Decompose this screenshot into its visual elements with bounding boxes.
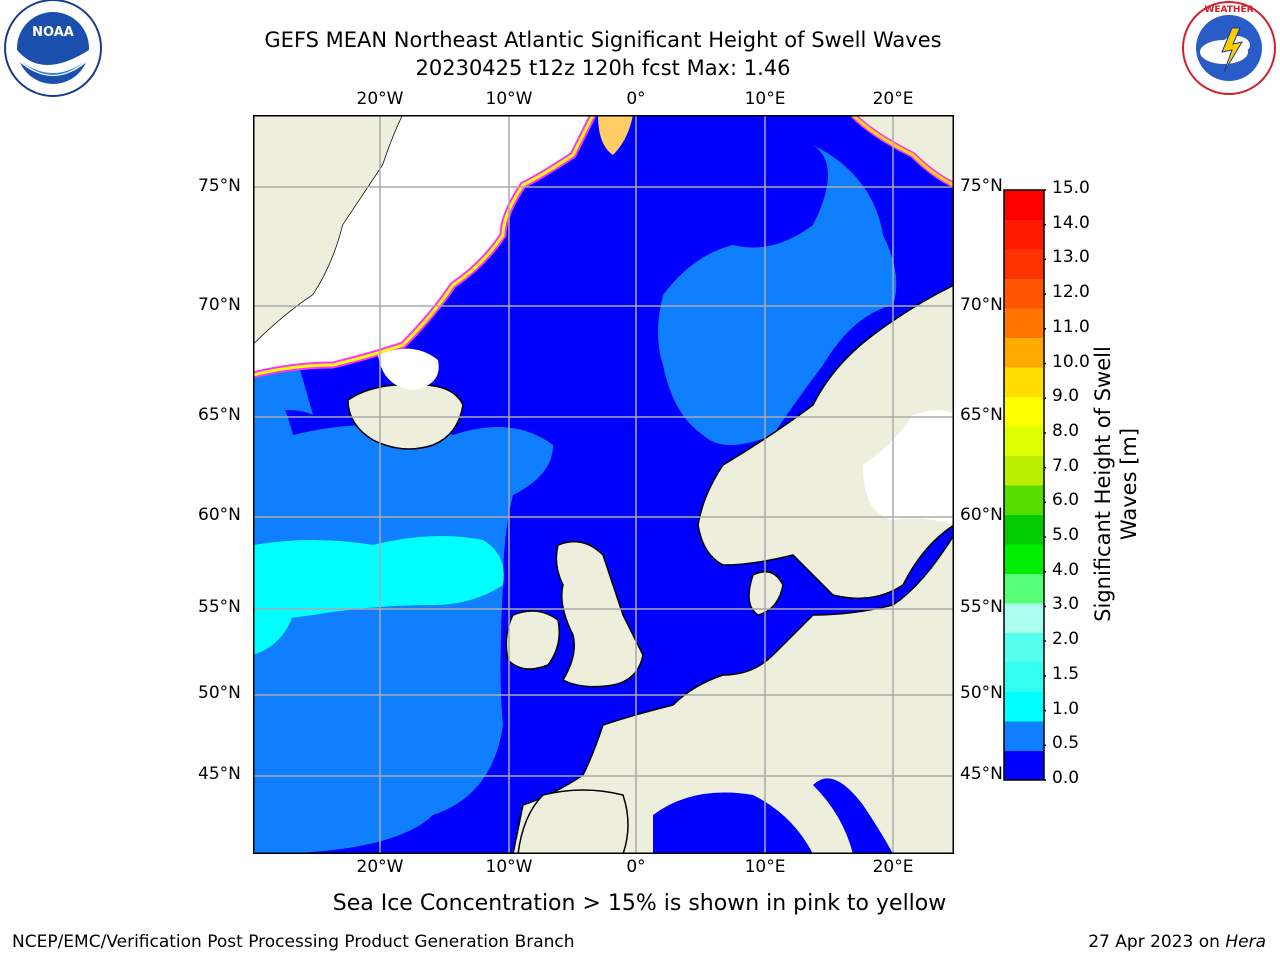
footer-host: Hera [1225,932,1266,952]
lat-label-left-50n: 50°N [198,683,241,703]
lon-label-top-10w: 10°W [485,89,533,109]
colorbar-segment [1004,485,1044,515]
colorbar-tick-label: 1.5 [1052,663,1080,684]
swell-height-map[interactable] [253,115,954,854]
ireland-land [505,610,560,670]
colorbar-tick-label: 10.0 [1052,351,1090,372]
colorbar-tick-label: 11.0 [1052,316,1090,337]
noaa-logo: NOAA [4,0,102,97]
colorbar [1003,189,1046,781]
svg-text:WEATHER: WEATHER [1204,5,1253,15]
lat-label-left-55n: 55°N [198,597,241,617]
colorbar-segment [1004,396,1044,427]
lat-label-right-65n: 65°N [960,405,1003,425]
colorbar-segment [1004,750,1044,781]
colorbar-segment [1004,632,1044,663]
colorbar-tick-label: 0.5 [1052,733,1080,754]
colorbar-segment [1004,544,1044,574]
colorbar-tick-label: 13.0 [1052,247,1090,268]
lat-label-right-50n: 50°N [960,683,1003,703]
sea-high-swell [253,536,504,625]
colorbar-segment [1004,662,1044,692]
colorbar-tick-labels: 15.0 14.0 13.0 12.0 11.0 10.0 9.0 8.0 7.0 6.0 5.0 4… [1052,178,1112,790]
nws-logo: WEATHER [1182,1,1276,95]
footer-run-info: 27 Apr 2023 on Hera [1088,932,1266,952]
scandinavia-land [697,284,954,600]
lat-label-right-45n: 45°N [960,764,1003,784]
colorbar-tick-label: 15.0 [1052,178,1090,198]
colorbar-segment [1004,249,1044,279]
map-frame [253,115,954,854]
lat-label-right-60n: 60°N [960,505,1003,525]
colorbar-tick-label: 1.0 [1052,698,1080,719]
lon-label-top-20w: 20°W [356,89,404,109]
colorbar-tick-label: 2.0 [1052,629,1080,650]
colorbar-label: Significant Height of Swell Waves [m] [1091,346,1141,622]
chart-title-line1: GEFS MEAN Northeast Atlantic Significant… [264,28,942,52]
colorbar-tick-label: 5.0 [1052,525,1080,546]
colorbar-segment [1004,691,1044,722]
colorbar-segment [1004,278,1044,309]
lat-label-left-65n: 65°N [198,405,241,425]
colorbar-tick-label: 12.0 [1052,282,1090,303]
colorbar-tick-label: 14.0 [1052,212,1090,233]
lat-label-right-75n: 75°N [960,176,1003,196]
colorbar-segment [1004,514,1044,545]
lat-label-left-70n: 70°N [198,295,241,315]
colorbar-segment [1004,367,1044,397]
noaa-logo-text: NOAA [32,25,74,40]
great-britain-land [555,540,644,688]
footer-credit: NCEP/EMC/Verification Post Processing Pr… [12,932,575,952]
footer-date: 27 Apr 2023 on [1088,932,1226,952]
chart-title-line2: 20230425 t12z 120h fcst Max: 1.46 [415,56,791,80]
colorbar-tick-label: 3.0 [1052,594,1080,615]
lat-label-left-75n: 75°N [198,176,241,196]
colorbar-frame [1003,189,1045,781]
lat-label-left-45n: 45°N [198,764,241,784]
lon-label-bottom-20w: 20°W [356,857,404,877]
colorbar-segment [1004,337,1044,368]
colorbar-segment [1004,426,1044,456]
lon-label-bottom-0: 0° [626,857,646,877]
colorbar-tick-label: 9.0 [1052,386,1080,407]
colorbar-segment [1004,721,1044,751]
lat-label-right-55n: 55°N [960,597,1003,617]
lon-label-top-20e: 20°E [872,89,914,109]
colorbar-segment [1004,190,1044,220]
colorbar-tick-label: 4.0 [1052,559,1080,580]
colorbar-segment [1004,573,1044,604]
lat-label-left-60n: 60°N [198,505,241,525]
lon-label-top-10e: 10°E [744,89,786,109]
colorbar-tick-label: 0.0 [1052,768,1080,788]
lat-label-right-70n: 70°N [960,295,1003,315]
lon-label-bottom-10e: 10°E [744,857,786,877]
sea-mid-swell-norwegian [658,145,897,445]
colorbar-segment [1004,219,1044,250]
lon-label-bottom-10w: 10°W [485,857,533,877]
colorbar-segment [1004,603,1044,633]
map-graticule [253,115,954,854]
colorbar-tick-label: 7.0 [1052,455,1080,476]
colorbar-segment [1004,308,1044,338]
colorbar-tick-label: 8.0 [1052,420,1080,441]
colorbar-segment [1004,455,1044,486]
colorbar-tick-label: 6.0 [1052,490,1080,511]
lon-label-bottom-20e: 20°E [872,857,914,877]
sea-ice-caption: Sea Ice Concentration > 15% is shown in … [332,891,947,916]
lon-label-top-0: 0° [626,89,646,109]
